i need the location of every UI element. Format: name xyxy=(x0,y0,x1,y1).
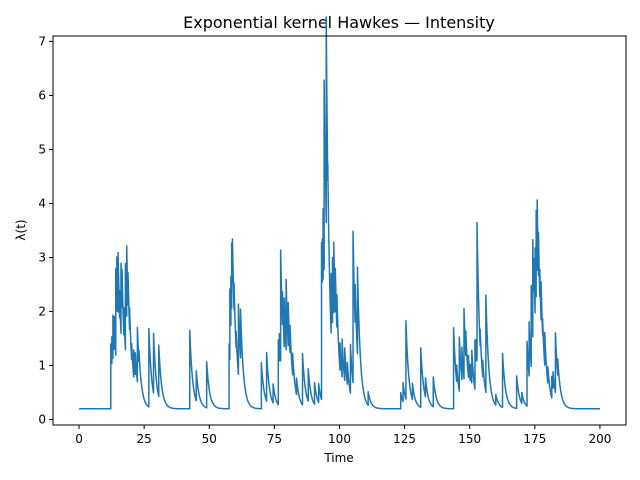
y-axis-ticks: 0 1 2 3 4 5 6 7 xyxy=(38,34,53,427)
chart-title: Exponential kernel Hawkes — Intensity xyxy=(183,13,495,32)
intensity-series-line xyxy=(78,16,601,410)
plot-area xyxy=(52,16,627,426)
y-tick-label: 2 xyxy=(38,305,46,319)
x-tick-label: 25 xyxy=(137,432,152,446)
x-tick-label: 100 xyxy=(328,432,351,446)
y-tick-label: 6 xyxy=(38,88,46,102)
y-tick-label: 5 xyxy=(38,142,46,156)
y-tick-label: 1 xyxy=(38,359,46,373)
x-tick-label: 200 xyxy=(589,432,612,446)
x-axis-label: Time xyxy=(323,451,353,465)
y-tick-label: 4 xyxy=(38,196,46,210)
y-axis-label: λ(t) xyxy=(14,219,28,240)
x-axis-ticks: 0 25 50 75 100 125 150 175 200 xyxy=(75,425,611,446)
x-tick-label: 50 xyxy=(202,432,217,446)
x-tick-label: 0 xyxy=(75,432,83,446)
x-tick-label: 175 xyxy=(523,432,546,446)
x-tick-label: 125 xyxy=(393,432,416,446)
x-tick-label: 150 xyxy=(458,432,481,446)
y-tick-label: 0 xyxy=(38,413,46,427)
y-tick-label: 7 xyxy=(38,34,46,48)
x-tick-label: 75 xyxy=(267,432,282,446)
y-tick-label: 3 xyxy=(38,251,46,265)
